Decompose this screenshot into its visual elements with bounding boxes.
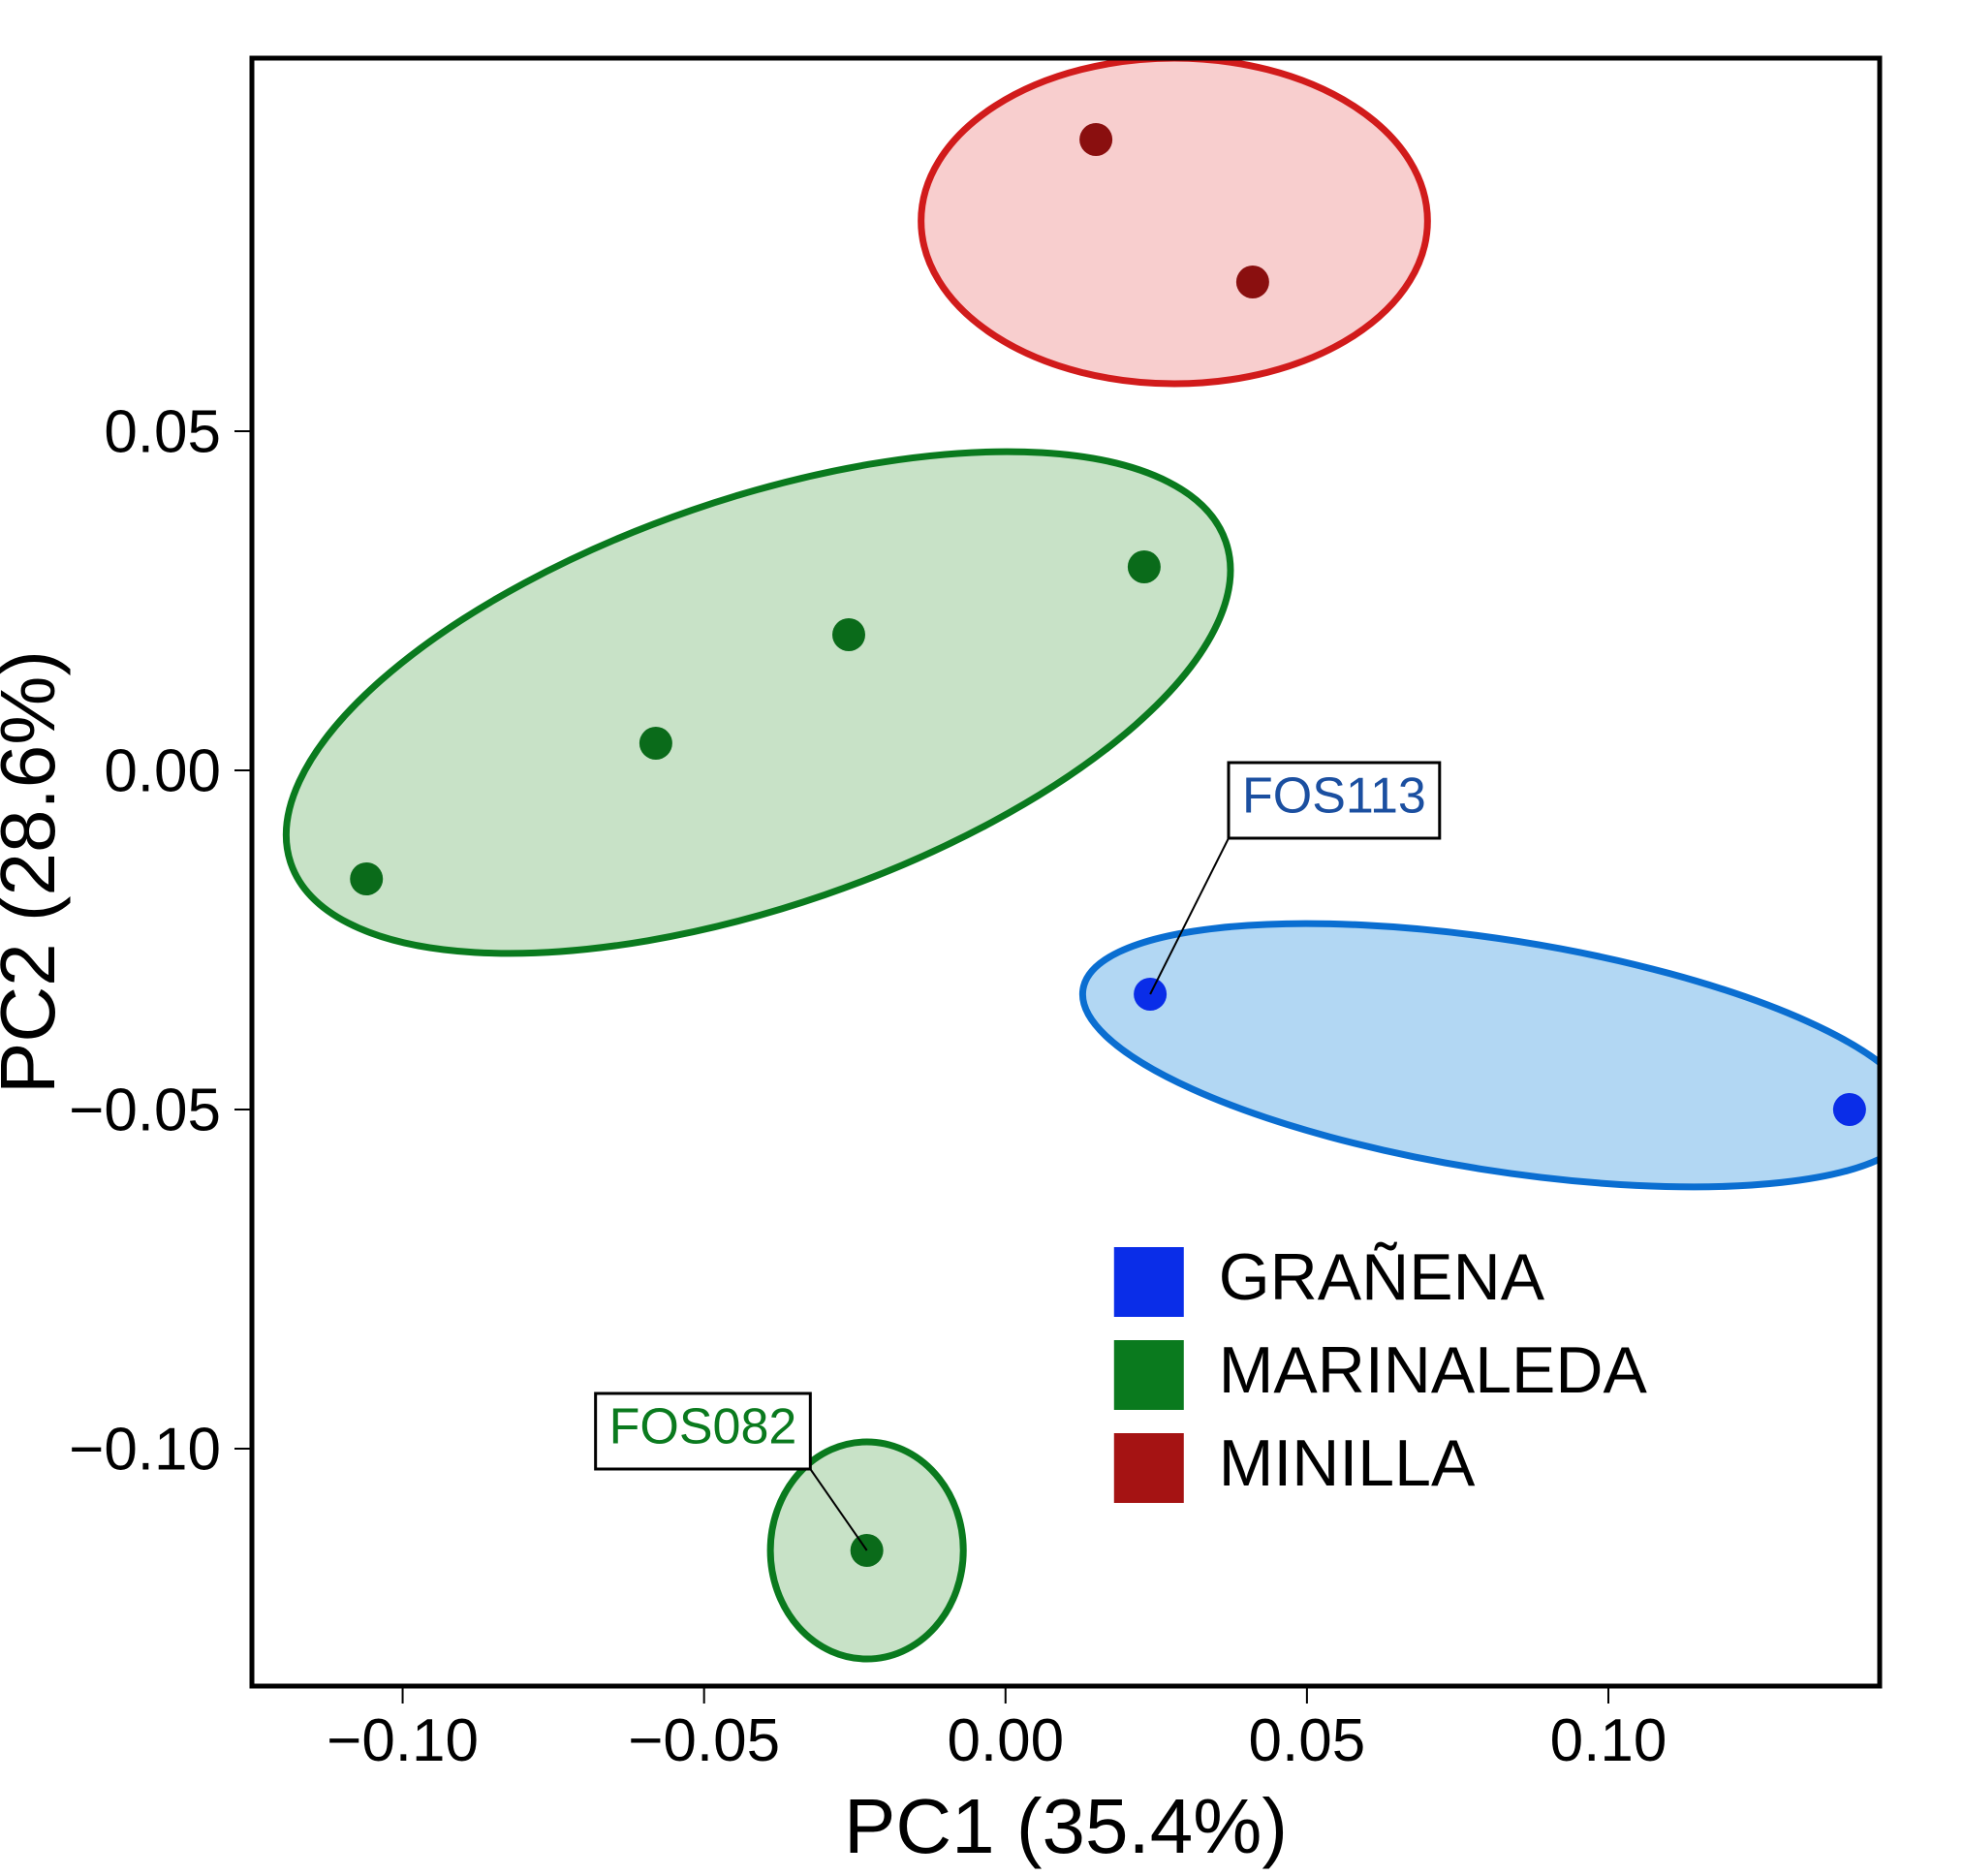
data-point	[1079, 123, 1112, 156]
x-tick-label: −0.05	[628, 1707, 780, 1774]
y-tick-label: 0.00	[104, 738, 221, 805]
y-axis-title: PC2 (28.6%)	[0, 650, 71, 1094]
data-point	[1128, 550, 1161, 583]
x-tick-label: 0.00	[947, 1707, 1064, 1774]
data-point	[1833, 1093, 1866, 1126]
data-point	[832, 618, 865, 651]
legend-label: MINILLA	[1219, 1426, 1476, 1500]
callout-label: FOS082	[609, 1399, 797, 1455]
data-point	[1236, 266, 1269, 298]
callout-label: FOS113	[1242, 768, 1426, 825]
y-tick-label: −0.05	[69, 1078, 221, 1144]
legend-swatch	[1114, 1433, 1184, 1503]
y-tick-label: 0.05	[104, 399, 221, 466]
x-tick-label: 0.10	[1550, 1707, 1667, 1774]
legend-swatch	[1114, 1247, 1184, 1317]
x-axis-title: PC1 (35.4%)	[844, 1783, 1288, 1869]
pca-scatter-chart: FOS113 FOS082 −0.10 −0.05 0.00 0.05 0.10 −0.10 −…	[0, 0, 1963, 1876]
legend-label: MARINALEDA	[1219, 1333, 1648, 1407]
cluster-ellipse-minilla	[921, 58, 1428, 384]
data-point	[350, 862, 383, 895]
x-tick-label: 0.05	[1249, 1707, 1366, 1774]
legend-label: GRAÑENA	[1219, 1240, 1545, 1314]
data-point	[639, 727, 672, 760]
x-tick-label: −0.10	[327, 1707, 479, 1774]
y-tick-label: −0.10	[69, 1417, 221, 1484]
legend-swatch	[1114, 1340, 1184, 1410]
